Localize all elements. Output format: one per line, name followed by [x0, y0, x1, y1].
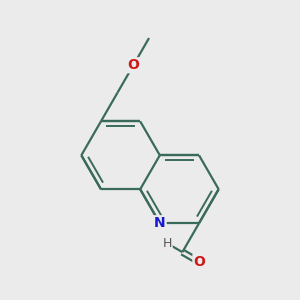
Text: H: H	[162, 237, 172, 250]
Text: O: O	[128, 58, 139, 72]
Text: O: O	[194, 255, 205, 269]
Text: N: N	[154, 216, 166, 230]
